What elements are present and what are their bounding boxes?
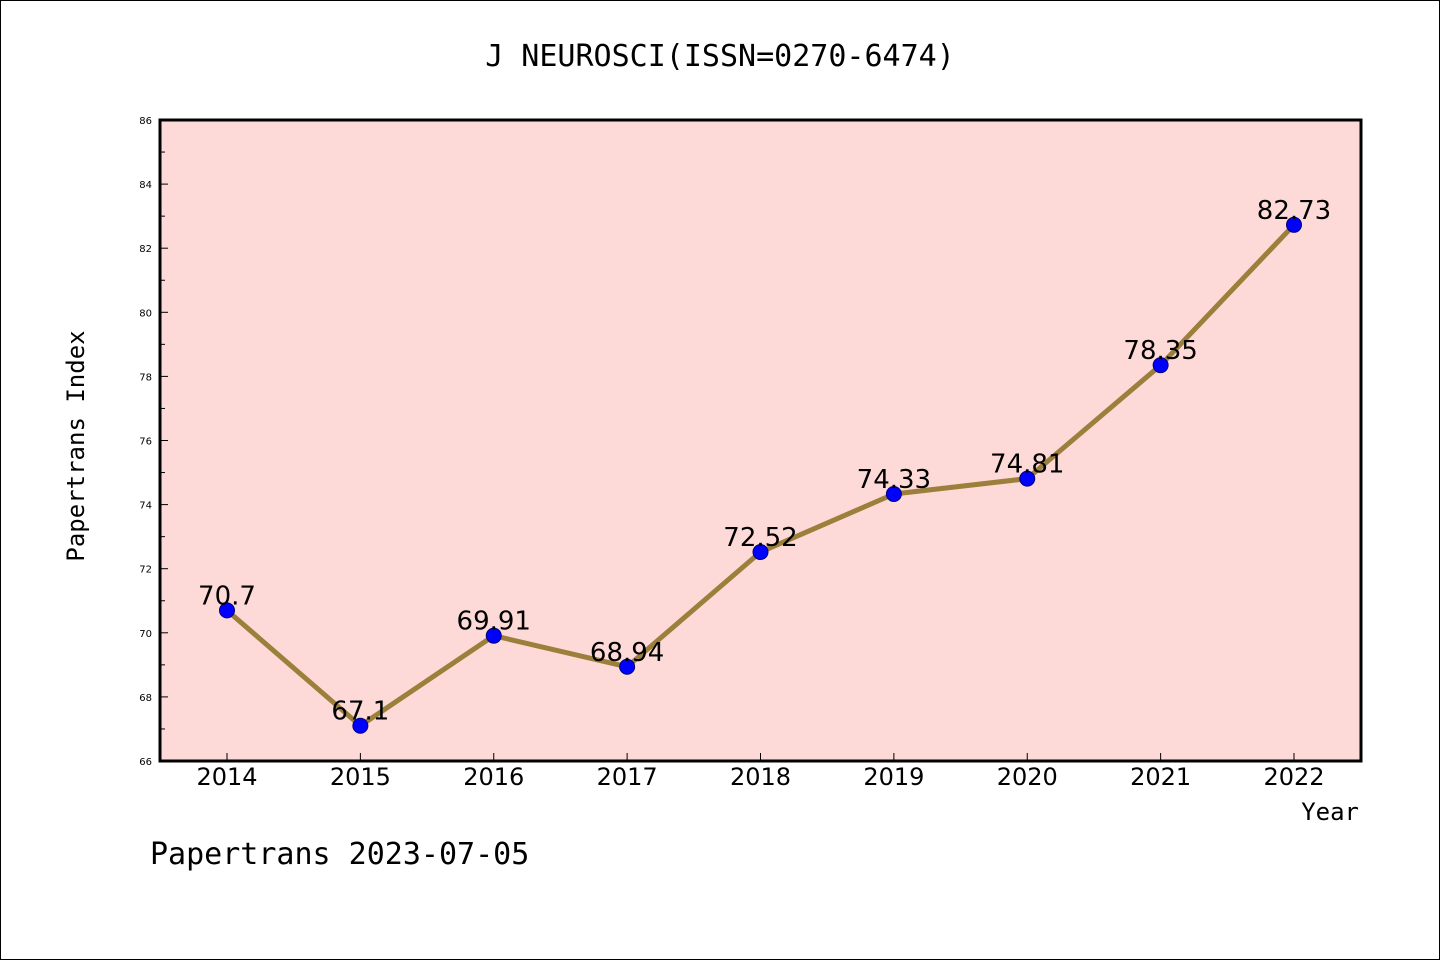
x-tick-label: 2017	[597, 763, 658, 791]
x-tick-label: 2021	[1130, 763, 1191, 791]
x-tick-label: 2022	[1263, 763, 1324, 791]
y-tick-label: 80	[139, 308, 152, 319]
footer-credit: Papertrans 2023-07-05	[150, 837, 529, 872]
data-labels: 70.7 67.1 69.91 68.94 72.52 74.33 74.81 78.35 82…	[198, 196, 1331, 727]
y-tick-label: 72	[139, 565, 152, 576]
data-label: 69.91	[457, 607, 531, 637]
data-point	[619, 658, 636, 675]
data-point	[1152, 357, 1169, 374]
y-axis-label: Papertrans Index	[62, 330, 90, 561]
data-label: 74.81	[990, 450, 1064, 480]
data-point	[885, 486, 902, 503]
data-point	[1286, 216, 1302, 233]
data-point	[1019, 470, 1036, 487]
data-point	[352, 717, 369, 734]
data-label: 74.33	[857, 465, 931, 495]
x-axis: 2014 2015 2016 2017 2018 2019 2020 2021 2022	[196, 753, 1325, 791]
x-tick-label: 2020	[997, 763, 1058, 791]
y-tick-label: 68	[139, 693, 152, 704]
data-label: 72.52	[723, 523, 797, 553]
data-label: 68.94	[590, 638, 664, 668]
x-tick-label: 2015	[330, 763, 391, 791]
x-tick-label: 2019	[863, 763, 924, 791]
x-tick-label: 2018	[730, 763, 791, 791]
data-point	[219, 602, 235, 619]
x-tick-label: 2016	[463, 763, 524, 791]
y-tick-label: 66	[139, 757, 152, 768]
y-tick-label: 74	[139, 501, 152, 512]
y-axis: 66 68 70 72 74 76 78 80 82 84 86	[139, 116, 168, 768]
data-point	[752, 544, 769, 561]
y-tick-label: 82	[139, 244, 152, 255]
chart-title: J NEUROSCI(ISSN=0270-6474)	[485, 39, 955, 74]
y-tick-label: 76	[139, 437, 152, 448]
x-axis-label: Year	[1301, 798, 1359, 826]
data-label: 78.35	[1123, 336, 1197, 366]
x-tick-label: 2014	[196, 763, 257, 791]
data-points	[219, 216, 1302, 734]
plot-area	[158, 118, 1363, 763]
y-tick-label: 86	[139, 116, 152, 127]
data-label: 82.73	[1257, 196, 1331, 226]
data-label: 70.7	[198, 581, 256, 611]
y-tick-label: 70	[139, 629, 152, 640]
data-label: 67.1	[331, 697, 389, 727]
data-point	[485, 627, 502, 644]
y-tick-label: 78	[139, 372, 152, 383]
y-tick-label: 84	[139, 180, 152, 191]
